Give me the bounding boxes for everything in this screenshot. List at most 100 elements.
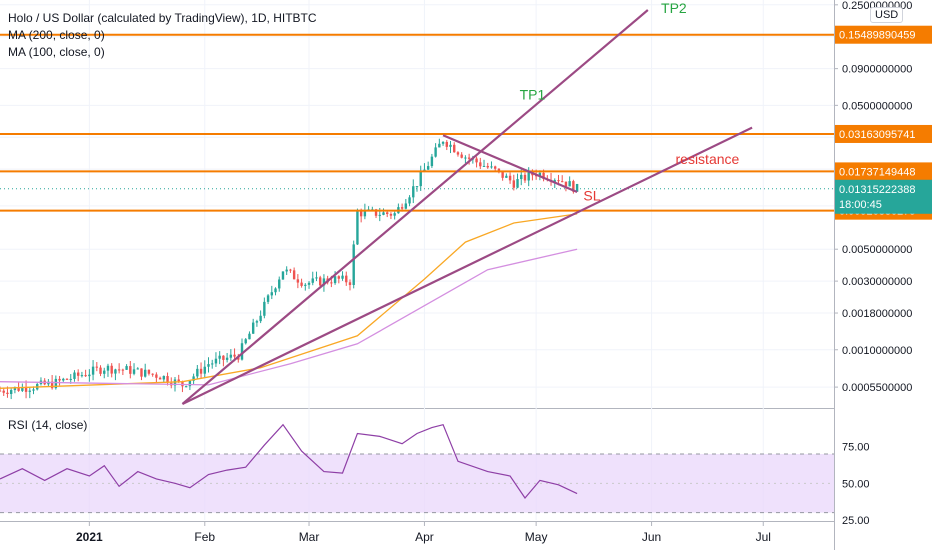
- candle-body: [490, 166, 493, 168]
- candle-body: [76, 372, 80, 376]
- candle-body: [348, 282, 352, 285]
- candle-body: [374, 209, 378, 216]
- candle-body: [564, 181, 568, 187]
- candle-body: [229, 354, 233, 358]
- trendline: [442, 134, 578, 193]
- candle-body: [166, 376, 169, 383]
- x-tick-label: Jul: [756, 530, 771, 544]
- candle-body: [21, 387, 24, 391]
- level-price-tag: [835, 162, 932, 181]
- candle-body: [24, 387, 28, 392]
- candle-body: [311, 278, 314, 283]
- candle-body: [188, 380, 192, 387]
- y-tick-label: 0.0005500000: [842, 382, 912, 394]
- candle-body: [434, 147, 437, 157]
- y-tick-label: 0.0500000000: [842, 100, 912, 112]
- candle-body: [572, 181, 575, 192]
- candle-body: [192, 376, 195, 381]
- candle-body: [73, 372, 76, 379]
- rsi-legend: RSI (14, close): [8, 418, 88, 432]
- rsi-tick-label: 75.00: [842, 442, 870, 454]
- x-tick-label: Jun: [642, 530, 661, 544]
- y-tick-label: 0.0900000000: [842, 64, 912, 76]
- candle-body: [285, 269, 288, 272]
- candle-body: [129, 366, 132, 374]
- ma100-line: [0, 248, 578, 386]
- candle-body: [0, 390, 2, 392]
- candle-body: [80, 375, 84, 377]
- candle-body: [9, 390, 13, 394]
- candle-body: [464, 157, 467, 159]
- x-tick-label: 2021: [76, 530, 103, 544]
- candle-body: [296, 279, 300, 283]
- candle-body: [508, 175, 512, 181]
- candle-body: [341, 275, 344, 279]
- candle-body: [32, 389, 35, 391]
- candle-body: [140, 368, 143, 377]
- candle-body: [568, 181, 571, 187]
- candle-body: [177, 379, 180, 382]
- candle-countdown: 18:00:45: [839, 199, 882, 211]
- candle-body: [527, 172, 530, 181]
- trendline: [181, 9, 649, 405]
- x-tick-label: Feb: [194, 530, 215, 544]
- candle-body: [88, 374, 91, 377]
- candle-body: [505, 175, 508, 178]
- candle-body: [479, 162, 482, 167]
- candle-body: [240, 343, 244, 360]
- candle-body: [162, 376, 166, 380]
- candle-body: [475, 158, 478, 163]
- candle-body: [359, 211, 363, 217]
- candle-body: [404, 203, 408, 209]
- candle-body: [281, 271, 285, 280]
- candle-body: [17, 387, 20, 391]
- candle-body: [28, 390, 31, 392]
- candle-body: [211, 363, 214, 365]
- candle-body: [103, 370, 106, 374]
- candle-body: [386, 212, 389, 214]
- candle-body: [54, 378, 58, 389]
- candle-body: [400, 207, 404, 209]
- y-tick-label: 0.0050000000: [842, 244, 912, 256]
- level-price-label: 0.15489890459: [839, 30, 915, 42]
- candle-body: [352, 244, 355, 285]
- candle-body: [244, 339, 247, 344]
- candle-body: [233, 354, 236, 357]
- candle-body: [300, 282, 303, 286]
- candle-body: [389, 213, 393, 216]
- level-price-label: 0.01737149448: [839, 166, 915, 178]
- candle-body: [222, 355, 225, 360]
- candle-body: [263, 301, 266, 316]
- x-tick-label: Apr: [415, 530, 434, 544]
- candle-body: [408, 197, 411, 204]
- candle-body: [575, 184, 579, 192]
- annotation-sl: SL: [583, 188, 600, 204]
- ma200-legend: MA (200, close, 0): [8, 28, 105, 42]
- candle-body: [330, 282, 333, 284]
- candle-body: [106, 365, 110, 371]
- candle-body: [538, 172, 542, 177]
- candle-body: [203, 366, 206, 374]
- candle-body: [58, 378, 61, 381]
- candle-body: [426, 166, 430, 170]
- level-price-tag: [835, 25, 932, 44]
- currency-button[interactable]: USD: [870, 7, 904, 23]
- candle-body: [382, 212, 385, 215]
- candle-body: [482, 165, 486, 167]
- candle-body: [2, 390, 5, 393]
- candle-body: [467, 157, 471, 159]
- candle-body: [266, 295, 270, 302]
- candle-body: [207, 364, 210, 367]
- candle-body: [84, 375, 87, 377]
- candle-body: [557, 180, 560, 182]
- candle-body: [199, 368, 203, 374]
- candle-body: [110, 365, 113, 374]
- candle-body: [132, 369, 136, 374]
- candle-body: [315, 277, 318, 279]
- candle-body: [497, 168, 501, 171]
- annotation-tp2: TP2: [661, 0, 687, 16]
- candle-body: [144, 369, 147, 377]
- candle-body: [441, 141, 445, 144]
